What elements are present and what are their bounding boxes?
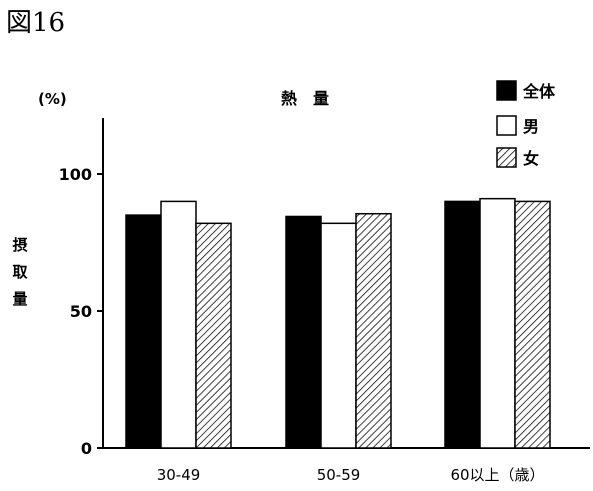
chart-title: 熱 量 xyxy=(281,89,329,108)
y-tick-label: 50 xyxy=(70,302,92,321)
bar xyxy=(125,214,162,449)
y-axis-label: 摂取量 xyxy=(12,236,28,308)
legend-label: 全体 xyxy=(522,82,556,101)
bar xyxy=(285,215,322,449)
legend-swatch xyxy=(496,80,517,101)
x-tick-label: 30-49 xyxy=(157,466,201,484)
legend-swatch xyxy=(496,115,517,136)
bar xyxy=(320,222,357,449)
legend-swatch xyxy=(496,147,517,168)
bar xyxy=(479,197,516,449)
y-axis-label-char: 摂 xyxy=(12,236,27,254)
y-axis-label-char: 取 xyxy=(12,263,28,281)
x-tick-label: 60以上（歳） xyxy=(450,466,544,484)
legend-label: 女 xyxy=(523,149,539,168)
y-tick-label: 100 xyxy=(59,165,92,184)
bar xyxy=(514,200,551,449)
unit-label: (%) xyxy=(38,90,67,108)
y-axis-label-char: 量 xyxy=(12,290,27,308)
legend-label: 男 xyxy=(523,117,539,136)
figure-label: 図16 xyxy=(6,8,66,38)
y-tick-label: 0 xyxy=(81,439,92,458)
bar xyxy=(160,200,197,449)
bar xyxy=(195,222,232,449)
bar xyxy=(355,212,392,449)
x-tick-label: 50-59 xyxy=(317,466,361,484)
bar xyxy=(444,200,481,449)
